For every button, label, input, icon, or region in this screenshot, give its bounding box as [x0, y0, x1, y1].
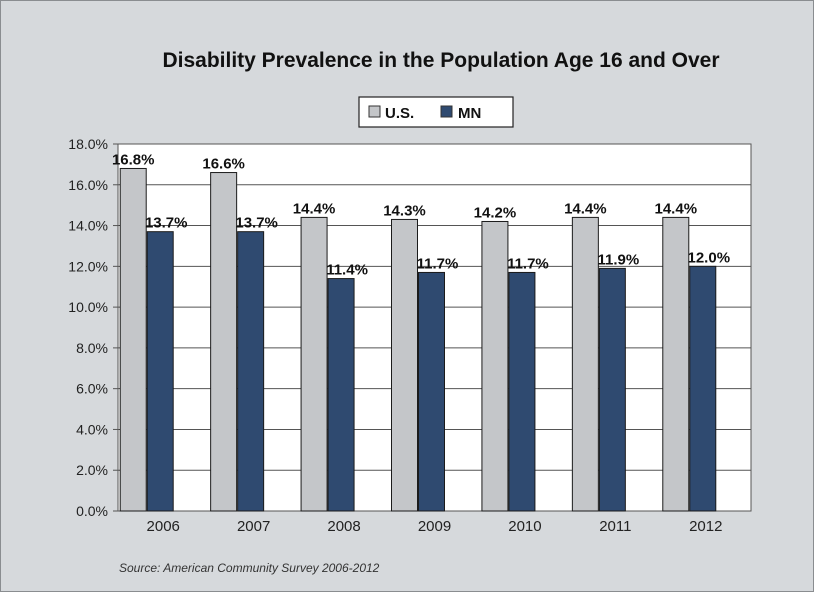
x-axis-ticks: 2006 2007 2008 2009 2010 2011 2012: [147, 518, 723, 535]
x-tick-label: 2007: [237, 518, 270, 535]
source-note: Source: American Community Survey 2006-2…: [119, 561, 380, 575]
x-tick-label: 2008: [327, 518, 360, 535]
data-label-mn: 11.9%: [597, 251, 639, 268]
bar-mn: [598, 267, 626, 512]
data-label-mn: 11.7%: [417, 255, 459, 272]
bar-us: [300, 216, 328, 512]
bar-mn: [689, 265, 717, 512]
data-label-mn: 13.7%: [145, 215, 188, 232]
y-tick-label: 14.0%: [68, 218, 108, 234]
bars: [119, 167, 717, 512]
x-tick-label: 2012: [689, 518, 722, 535]
bar-us: [571, 216, 599, 512]
y-tick-label: 6.0%: [76, 381, 108, 397]
data-label-mn: 11.4%: [326, 262, 368, 279]
bar-us: [662, 216, 690, 512]
legend-label-us: U.S.: [385, 105, 414, 122]
bar-us: [391, 218, 418, 512]
legend: U.S. MN: [358, 96, 514, 128]
data-label-mn: 11.7%: [507, 255, 549, 272]
y-tick-label: 4.0%: [76, 421, 108, 437]
bar-mn: [146, 231, 174, 512]
data-label-us: 14.2%: [474, 204, 517, 221]
y-tick-label: 12.0%: [68, 258, 108, 274]
data-label-mn: 12.0%: [688, 249, 731, 266]
y-tick-label: 16.0%: [68, 177, 108, 193]
x-tick-label: 2009: [418, 518, 451, 535]
legend-box: [358, 96, 514, 128]
data-label-us: 14.4%: [564, 200, 607, 217]
data-label-mn: 13.7%: [235, 215, 278, 232]
data-label-us: 14.3%: [383, 202, 426, 219]
y-tick-label: 18.0%: [68, 136, 108, 152]
y-tick-label: 8.0%: [76, 340, 108, 356]
bar-us: [210, 172, 238, 512]
legend-swatch-us: [368, 105, 381, 118]
bar-mn: [508, 271, 536, 512]
bar-us: [481, 220, 509, 512]
y-tick-label: 2.0%: [76, 462, 108, 478]
data-labels: 16.8% 13.7% 16.6% 13.7% 14.4% 11.4% 14.3% 11.7%…: [112, 151, 730, 278]
bar-us: [119, 167, 147, 512]
bar-mn: [327, 278, 355, 512]
y-tick-label: 0.0%: [76, 503, 108, 519]
x-tick-label: 2006: [147, 518, 180, 535]
bar-mn: [418, 271, 445, 512]
data-label-us: 14.4%: [293, 200, 336, 217]
data-label-us: 16.8%: [112, 151, 155, 168]
x-tick-label: 2010: [508, 518, 541, 535]
x-tick-label: 2011: [599, 518, 631, 535]
data-label-us: 14.4%: [655, 200, 698, 217]
y-axis-ticks: 0.0% 2.0% 4.0% 6.0% 8.0% 10.0% 12.0% 14.0% 16.0%…: [68, 136, 108, 519]
bar-mn: [237, 231, 265, 512]
legend-label-mn: MN: [458, 105, 481, 122]
y-tick-label: 10.0%: [68, 299, 108, 315]
data-label-us: 16.6%: [202, 156, 245, 173]
legend-swatch-mn: [440, 105, 453, 118]
chart-title: Disability Prevalence in the Population …: [162, 49, 719, 72]
